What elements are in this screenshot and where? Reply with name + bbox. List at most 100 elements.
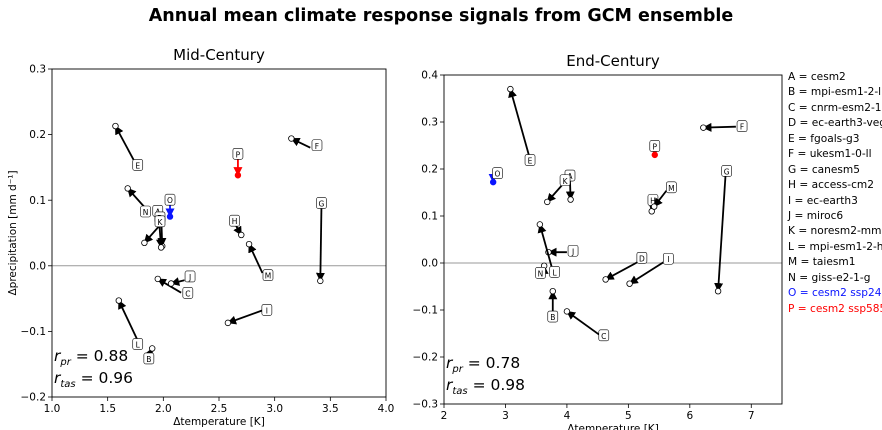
endpoint-d [602, 276, 609, 283]
x-tick-label: 6 [686, 410, 693, 422]
endpoint-j [167, 280, 175, 287]
panel-title: Mid-Century [173, 46, 265, 64]
point-label-h: H [232, 217, 238, 226]
point-label-f: F [315, 142, 319, 151]
x-tick-label: 4.0 [378, 403, 395, 415]
label-box [567, 244, 579, 257]
point-label-c: C [185, 289, 190, 298]
label-box [132, 338, 144, 350]
end-century-panel: End-Century 2 3 4 5 6 7 −0.3 −0.2 −0.1 0.0 0.1 0.2 0.… [413, 52, 783, 430]
endpoint-m [650, 203, 658, 210]
endpoint-f [700, 124, 707, 131]
point-label-p: P [236, 150, 241, 159]
x-tick-label: 3 [502, 410, 509, 422]
x-tick-label: 2.0 [155, 403, 172, 415]
arrow-g [315, 208, 325, 282]
endpoint-d [157, 244, 165, 251]
endpoint-i [626, 280, 633, 287]
endpoint-k [544, 198, 551, 206]
y-axis-label: Δprecipitation [mm d⁻¹] [7, 170, 19, 295]
y-tick-label: 0.1 [421, 211, 438, 223]
arrow-i [628, 260, 666, 285]
endpoint-o [166, 213, 174, 220]
point-label-n: N [538, 269, 544, 278]
r-tas-stat: rtas = 0.96 [54, 369, 133, 390]
point-label-k: K [563, 177, 569, 186]
x-tick-label: 1.5 [99, 403, 116, 415]
y-tick-label: 0.3 [421, 117, 438, 129]
label-box [143, 352, 155, 365]
point-label-i: I [266, 306, 268, 315]
point-label-m: M [668, 184, 674, 193]
point-label-j: J [571, 247, 574, 256]
mid-century-panel: Mid-Century 1.0 1.5 2.0 2.5 3.0 3.5 4.0 −0.2 −0.1… [7, 46, 394, 428]
endpoint-b [549, 288, 556, 295]
label-box [311, 139, 323, 152]
panel-title: End-Century [566, 52, 660, 70]
endpoint-o [489, 178, 497, 186]
legend-entry-b: B = mpi-esm1-2-lr [788, 86, 882, 99]
point-label-f: F [740, 123, 744, 132]
legend-entry-e: E = fgoals-g3 [788, 132, 860, 145]
legend-entry-g: G = canesm5 [788, 163, 860, 176]
arrow-m [248, 243, 264, 274]
label-box [140, 205, 151, 218]
arrow-l [537, 223, 554, 269]
y-tick-label: 0.4 [421, 70, 438, 82]
endpoint-e [112, 122, 119, 130]
label-box [154, 215, 166, 228]
x-tick-label: 1.0 [44, 403, 61, 415]
legend-entry-l: L = mpi-esm1-2-hr [788, 240, 882, 253]
point-label-l: L [136, 341, 141, 350]
endpoint-f [288, 135, 295, 142]
page-title: Annual mean climate response signals fro… [148, 6, 734, 26]
endpoint-i [224, 319, 232, 327]
point-label-p: P [653, 142, 658, 151]
point-label-j: J [188, 273, 191, 282]
x-tick-label: 2.5 [211, 403, 228, 415]
arrow-m [653, 190, 668, 208]
legend-entry-k: K = noresm2-mm [788, 225, 882, 238]
x-tick-label: 2 [441, 410, 448, 422]
arrow-l [117, 299, 139, 341]
arrow-d [604, 260, 640, 281]
label-box [492, 167, 503, 179]
arrow-k [143, 224, 161, 244]
y-tick-label: 0.0 [421, 258, 438, 270]
point-label-e: E [135, 161, 140, 170]
legend-entry-i: I = ec-earth3 [788, 194, 858, 207]
endpoint-m [245, 240, 253, 248]
endpoint-p [651, 151, 658, 159]
label-box [164, 193, 176, 206]
point-label-c: C [601, 332, 606, 341]
point-label-i: I [667, 255, 669, 264]
point-label-o: O [495, 170, 501, 179]
legend-entry-m: M = taiesm1 [788, 256, 856, 269]
endpoint-l [115, 297, 122, 304]
arrow-c [566, 310, 600, 336]
legend-entry-c: C = cnrm-esm2-1 [788, 101, 882, 114]
label-box [559, 174, 571, 187]
x-axis-label: Δtemperature [K] [173, 416, 265, 428]
endpoint-n [124, 185, 131, 192]
endpoint-c [563, 308, 571, 315]
model-legend: A = cesm2 B = mpi-esm1-2-lr C = cnrm-esm2-… [788, 70, 882, 317]
label-box [232, 147, 244, 160]
x-tick-label: 3.5 [322, 403, 339, 415]
r-tas-stat: rtas = 0.98 [446, 376, 525, 397]
legend-entry-f: F = ukesm1-0-ll [788, 148, 872, 161]
endpoint-e [507, 85, 514, 93]
point-label-h: H [650, 196, 656, 205]
endpoint-b [148, 345, 156, 352]
point-label-a: A [567, 172, 573, 181]
legend-entry-o: O = cesm2 ssp245 [788, 287, 882, 300]
y-tick-label: 0.3 [29, 64, 46, 76]
y-tick-label: −0.1 [413, 305, 439, 317]
point-label-k: K [158, 218, 164, 227]
r-pr-stat: rpr = 0.78 [446, 354, 520, 375]
label-box [666, 181, 677, 194]
y-tick-label: 0.2 [29, 129, 46, 141]
label-box [636, 252, 648, 264]
y-tick-label: 0.2 [421, 164, 438, 176]
point-label-b: B [146, 355, 151, 364]
